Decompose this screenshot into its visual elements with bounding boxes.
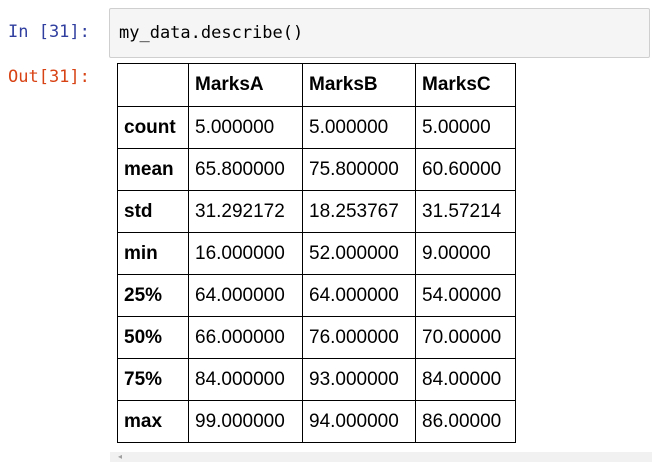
table-row: mean 65.800000 75.800000 60.60000	[117, 148, 516, 191]
row-label: 25%	[117, 274, 189, 317]
row-label: mean	[117, 148, 189, 191]
table-header-row: MarksA MarksB MarksC	[117, 63, 516, 107]
table-cell: 18.253767	[302, 190, 416, 233]
table-cell: 9.00000	[415, 232, 516, 275]
table-row: min 16.000000 52.000000 9.00000	[117, 232, 516, 275]
table-cell: 94.000000	[302, 400, 416, 443]
table-row: 25% 64.000000 64.000000 54.00000	[117, 274, 516, 317]
table-cell: 84.00000	[415, 358, 516, 401]
row-label: std	[117, 190, 189, 233]
table-cell: 31.57214	[415, 190, 516, 233]
table-cell: 5.000000	[188, 106, 303, 149]
table-cell: 31.292172	[188, 190, 303, 233]
table-cell: 5.00000	[415, 106, 516, 149]
code-input-area[interactable]: my_data.describe()	[109, 8, 650, 58]
table-cell: 84.000000	[188, 358, 303, 401]
table-row: count 5.000000 5.000000 5.00000	[117, 106, 516, 149]
table-row: 75% 84.000000 93.000000 84.00000	[117, 358, 516, 401]
table-cell: 99.000000	[188, 400, 303, 443]
table-cell: 60.60000	[415, 148, 516, 191]
table-cell: 93.000000	[302, 358, 416, 401]
table-cell: 5.000000	[302, 106, 416, 149]
table-row: 50% 66.000000 76.000000 70.00000	[117, 316, 516, 359]
table-row: std 31.292172 18.253767 31.57214	[117, 190, 516, 233]
table-cell: 64.000000	[188, 274, 303, 317]
horizontal-scrollbar[interactable]: ◂	[110, 452, 652, 462]
table-cell: 64.000000	[302, 274, 416, 317]
column-header-marksc: MarksC	[415, 63, 516, 107]
code-input-text[interactable]: my_data.describe()	[119, 23, 304, 43]
column-header-marksb: MarksB	[302, 63, 416, 107]
row-label: min	[117, 232, 189, 275]
table-cell: 75.800000	[302, 148, 416, 191]
table-cell: 54.00000	[415, 274, 516, 317]
table-row: max 99.000000 94.000000 86.00000	[117, 400, 516, 443]
row-label: 75%	[117, 358, 189, 401]
table-cell: 65.800000	[188, 148, 303, 191]
input-prompt: In [31]:	[8, 22, 90, 42]
column-header-marksa: MarksA	[188, 63, 303, 107]
row-label: 50%	[117, 316, 189, 359]
describe-output-table: MarksA MarksB MarksC count 5.000000 5.00…	[117, 63, 516, 443]
table-cell: 70.00000	[415, 316, 516, 359]
table-cell: 16.000000	[188, 232, 303, 275]
table-cell: 66.000000	[188, 316, 303, 359]
table-cell: 76.000000	[302, 316, 416, 359]
row-label: max	[117, 400, 189, 443]
output-prompt: Out[31]:	[8, 67, 90, 87]
column-header-index	[117, 63, 189, 107]
row-label: count	[117, 106, 189, 149]
scroll-left-arrow-icon[interactable]: ◂	[118, 452, 123, 461]
table-cell: 52.000000	[302, 232, 416, 275]
table-cell: 86.00000	[415, 400, 516, 443]
